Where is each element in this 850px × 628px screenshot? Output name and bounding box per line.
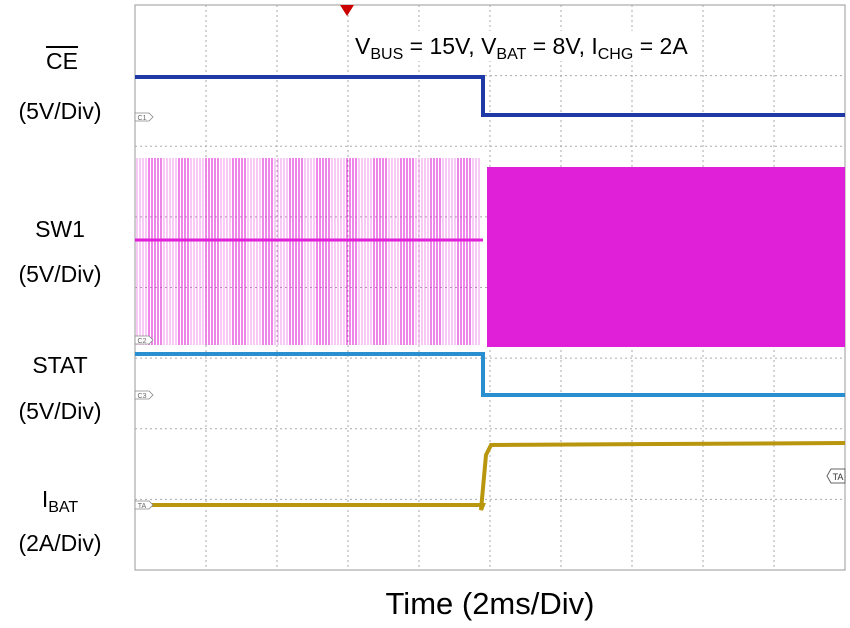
plot-traces [135,75,846,511]
test-conditions-annotation: VBUS = 15V, VBAT = 8V, ICHG = 2A [352,31,691,63]
channel-marker-c2: C2 [134,335,154,345]
ibat-trace [135,441,846,511]
trigger-marker [340,5,354,16]
marker-shape [134,335,154,345]
channel-marker-c3: C3 [134,390,154,400]
ibat-label: IBAT [41,486,79,516]
stat-label: STAT [32,352,88,378]
marker-label: TA [833,472,844,482]
x-axis-title: Time (2ms/Div) [385,586,595,621]
channel-marker-ta: TA [134,500,154,510]
channel-markers: C1 C2 C3 TA TA [134,112,846,510]
marker-label: C3 [138,393,147,400]
marker-label: C1 [138,115,147,122]
ce-trace [135,75,845,117]
marker-label: TA [138,503,147,510]
marker-shape [134,500,154,510]
ce-label: CE [46,48,78,74]
ibat-scale: (2A/Div) [18,530,102,556]
sw1-label: SW1 [35,216,85,242]
marker-shape [826,468,846,484]
marker-label: C2 [138,338,147,345]
sw1-envelope [487,167,845,347]
ce-scale: (5V/Div) [18,98,102,124]
marker-shape [134,112,154,122]
channel-marker-c1: C1 [134,112,154,122]
stat-trace [135,352,845,397]
marker-shape [134,390,154,400]
sw1-scale: (5V/Div) [18,261,102,287]
stat-scale: (5V/Div) [18,398,102,424]
channel-marker-right: TA [826,468,846,484]
